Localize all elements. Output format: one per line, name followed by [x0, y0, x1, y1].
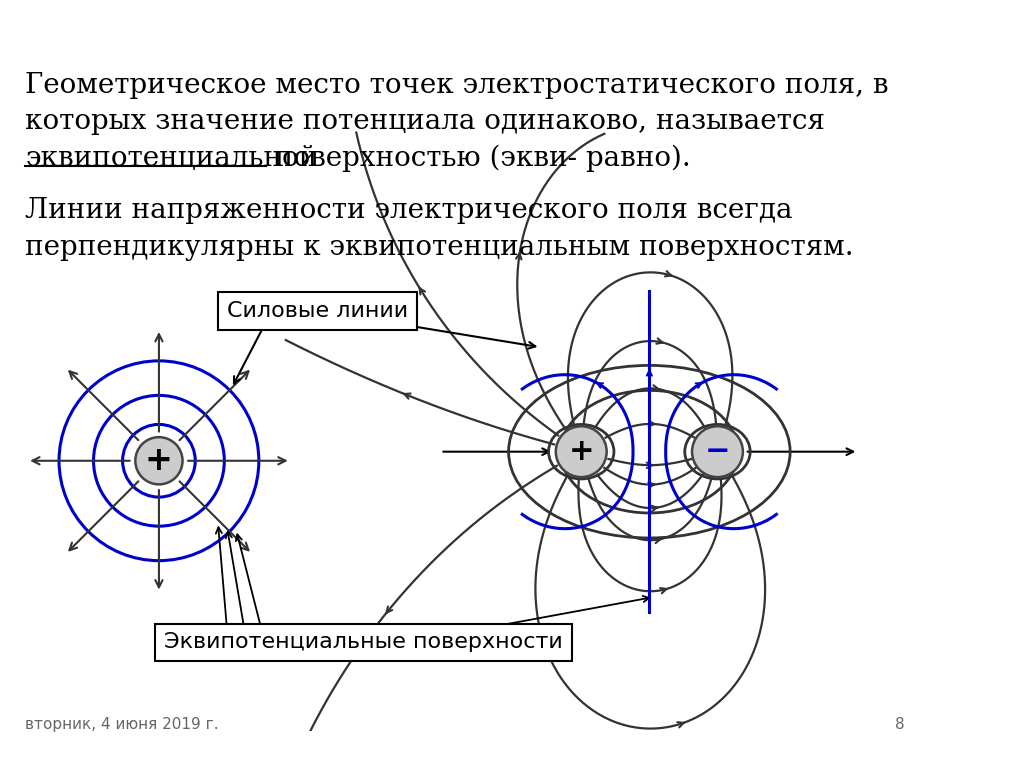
- Text: вторник, 4 июня 2019 г.: вторник, 4 июня 2019 г.: [26, 717, 219, 732]
- Text: эквипотенциальной: эквипотенциальной: [26, 144, 317, 172]
- Text: +: +: [568, 437, 594, 466]
- Text: перпендикулярны к эквипотенциальным поверхностям.: перпендикулярны к эквипотенциальным пове…: [26, 233, 854, 260]
- Text: Геометрическое место точек электростатического поля, в: Геометрическое место точек электростатич…: [26, 72, 889, 99]
- Circle shape: [556, 426, 606, 477]
- Text: поверхностью (экви- равно).: поверхностью (экви- равно).: [266, 144, 691, 172]
- Text: −: −: [705, 437, 730, 466]
- Circle shape: [692, 426, 742, 477]
- Text: 8: 8: [895, 717, 904, 732]
- Circle shape: [135, 437, 182, 485]
- Text: Силовые линии: Силовые линии: [227, 301, 409, 321]
- Text: которых значение потенциала одинаково, называется: которых значение потенциала одинаково, н…: [26, 108, 825, 135]
- Text: Линии напряженности электрического поля всегда: Линии напряженности электрического поля …: [26, 197, 793, 224]
- Text: Эквипотенциальные поверхности: Эквипотенциальные поверхности: [164, 632, 562, 652]
- Text: +: +: [145, 444, 173, 477]
